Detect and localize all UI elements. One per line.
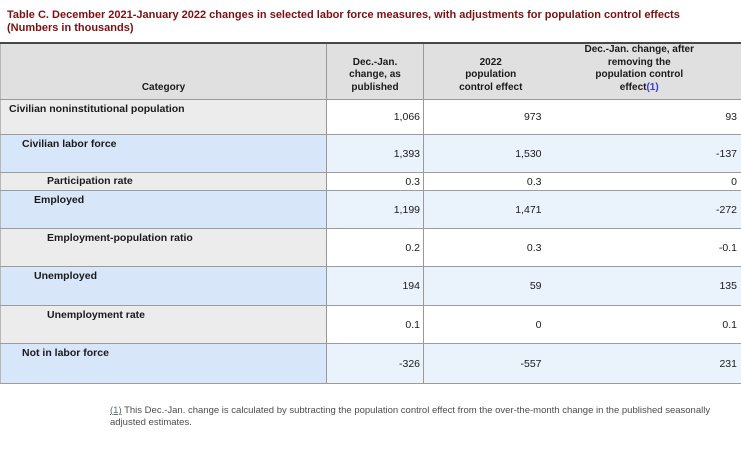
row-label: Employed (0, 190, 327, 229)
cell-published: -326 (326, 343, 424, 384)
footnote: (1) This Dec.-Jan. change is calculated … (110, 405, 740, 429)
header-footnote-link[interactable]: (1) (646, 81, 659, 93)
col-header-change-removed: Dec.-Jan. change, after removing the pop… (557, 42, 741, 100)
table-row: Unemployed 194 59 135 (0, 266, 741, 306)
col-header-population-effect: 2022 population control effect (423, 42, 558, 100)
table-row: Civilian noninstitutional population 1,0… (0, 99, 741, 135)
cell-change-removed: -0.1 (557, 228, 741, 267)
row-label: Participation rate (0, 172, 327, 191)
row-label: Civilian labor force (0, 134, 327, 173)
cell-change-removed: 135 (557, 266, 741, 306)
cell-published: 194 (326, 266, 424, 306)
cell-change-removed: 93 (557, 99, 741, 135)
row-label: Employment-population ratio (0, 228, 327, 267)
footnote-link[interactable]: (1) (110, 405, 122, 416)
cell-published: 1,393 (326, 134, 424, 173)
cell-population-effect: 0 (423, 305, 558, 344)
table-row: Civilian labor force 1,393 1,530 -137 (0, 134, 741, 173)
table-title-block: Table C. December 2021-January 2022 chan… (7, 9, 727, 35)
cell-population-effect: 0.3 (423, 172, 558, 191)
cell-published: 0.3 (326, 172, 424, 191)
row-label: Civilian noninstitutional population (0, 99, 327, 135)
table-subtitle: (Numbers in thousands) (7, 22, 134, 34)
cell-published: 0.2 (326, 228, 424, 267)
col-header-published: Dec.-Jan. change, as published (326, 42, 424, 100)
table-title: Table C. December 2021-January 2022 chan… (7, 9, 680, 21)
header-row: Category Dec.-Jan. change, as published … (0, 42, 741, 100)
table-row: Not in labor force -326 -557 231 (0, 343, 741, 384)
table-row: Employed 1,199 1,471 -272 (0, 190, 741, 229)
labor-force-table: Category Dec.-Jan. change, as published … (0, 42, 741, 384)
cell-population-effect: 973 (423, 99, 558, 135)
table-row: Employment-population ratio 0.2 0.3 -0.1 (0, 228, 741, 267)
cell-change-removed: -137 (557, 134, 741, 173)
cell-change-removed: 0.1 (557, 305, 741, 344)
cell-population-effect: 1,530 (423, 134, 558, 173)
cell-published: 1,066 (326, 99, 424, 135)
row-label: Not in labor force (0, 343, 327, 384)
cell-change-removed: 231 (557, 343, 741, 384)
cell-change-removed: -272 (557, 190, 741, 229)
cell-published: 1,199 (326, 190, 424, 229)
footnote-text: This Dec.-Jan. change is calculated by s… (110, 405, 711, 428)
cell-population-effect: -557 (423, 343, 558, 384)
cell-population-effect: 59 (423, 266, 558, 306)
cell-change-removed: 0 (557, 172, 741, 191)
cell-published: 0.1 (326, 305, 424, 344)
col-header-category: Category (0, 42, 327, 100)
row-label: Unemployed (0, 266, 327, 306)
table-row: Unemployment rate 0.1 0 0.1 (0, 305, 741, 344)
row-label: Unemployment rate (0, 305, 327, 344)
cell-population-effect: 1,471 (423, 190, 558, 229)
table-row: Participation rate 0.3 0.3 0 (0, 172, 741, 191)
cell-population-effect: 0.3 (423, 228, 558, 267)
